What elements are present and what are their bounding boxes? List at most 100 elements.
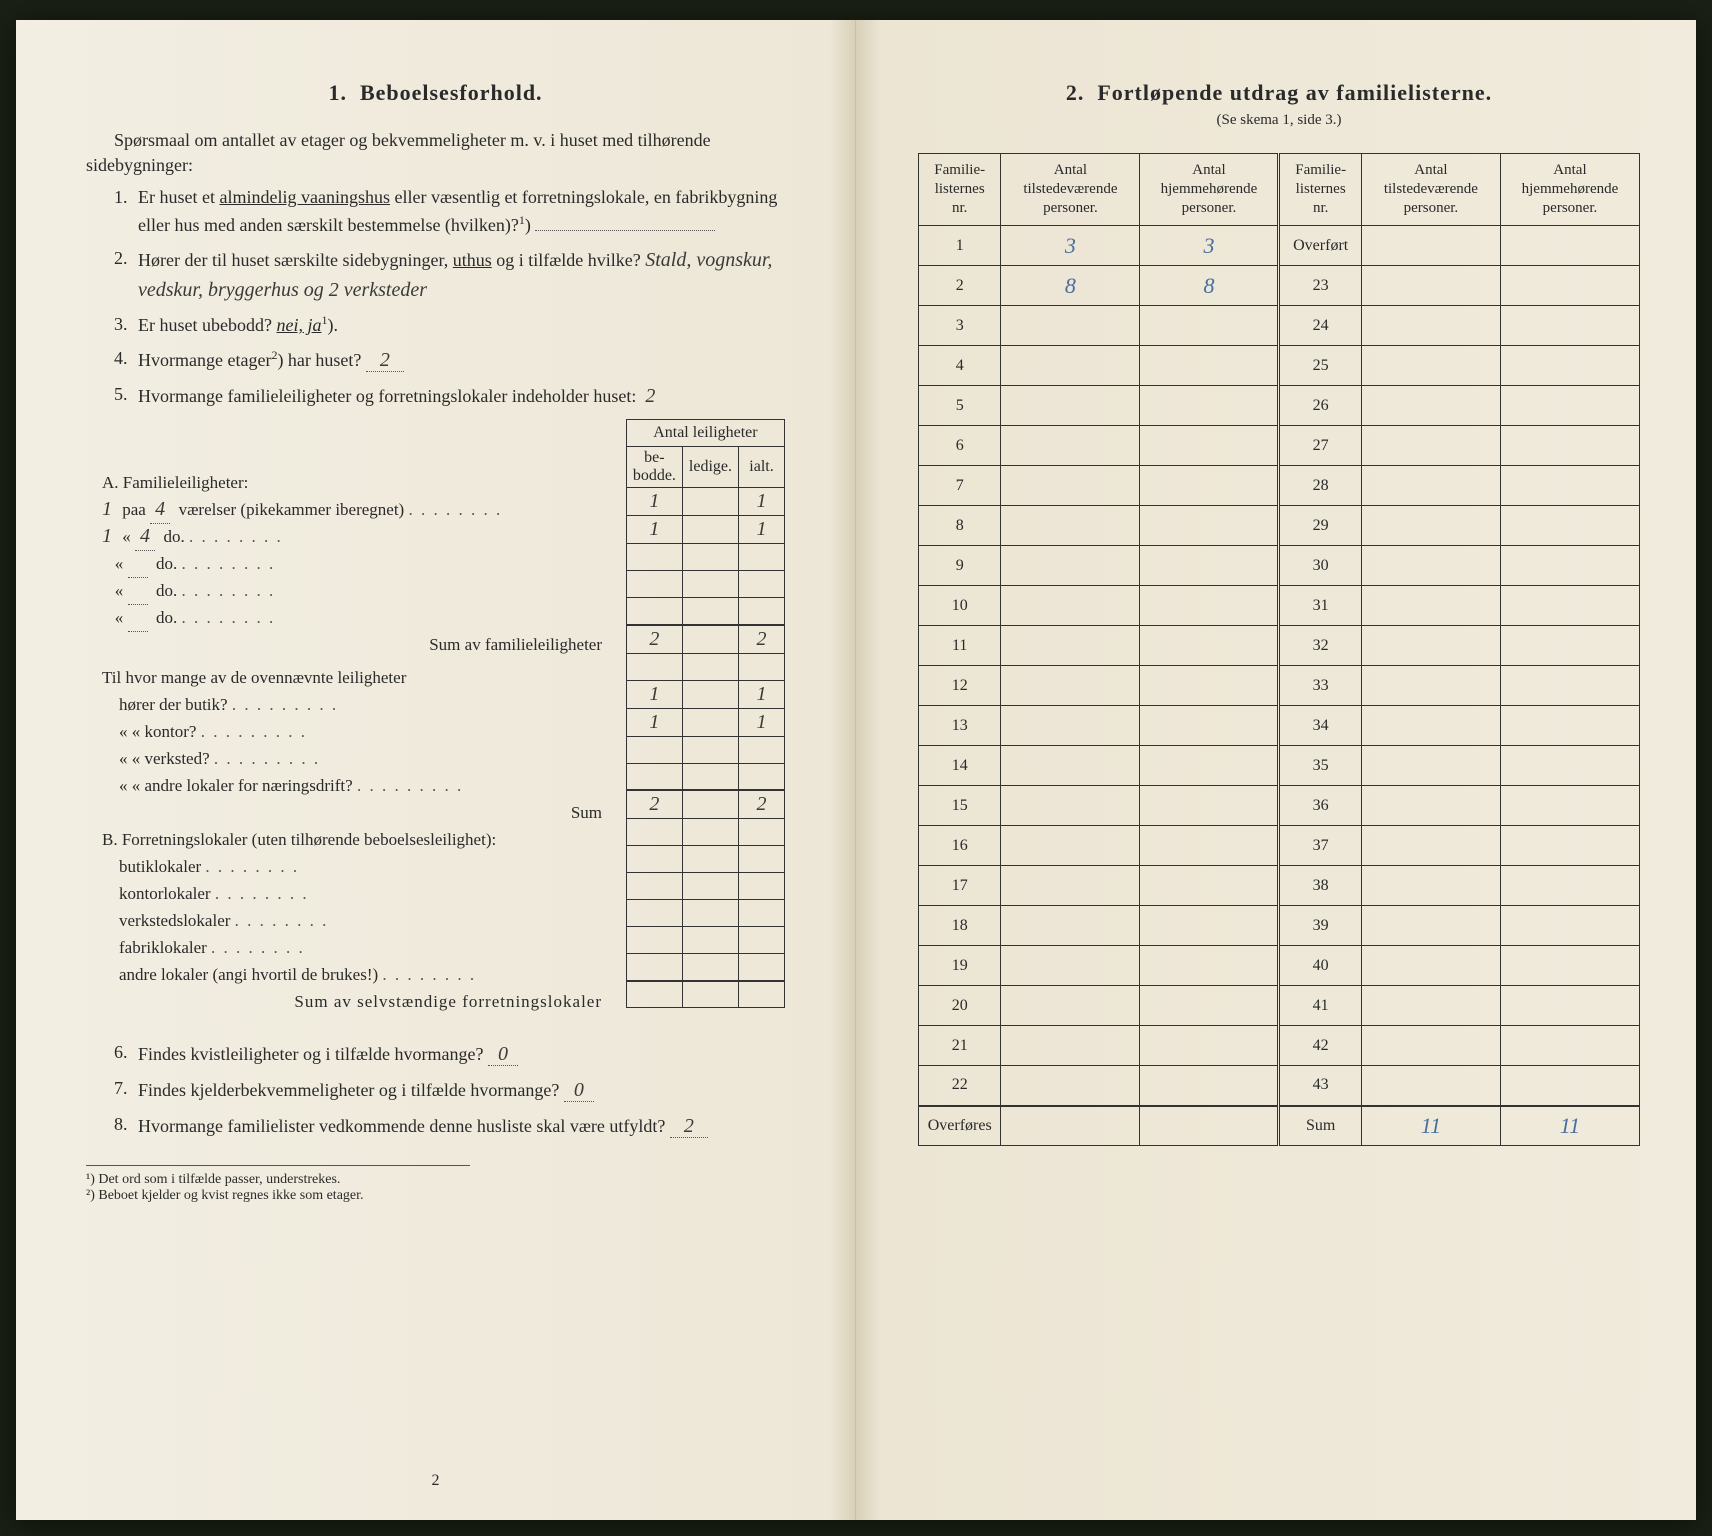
fam-cell — [1140, 666, 1279, 706]
fam-cell: 25 — [1279, 346, 1361, 386]
fam-cell — [1500, 546, 1639, 586]
leil-header-top: Antal leiligheter — [626, 420, 784, 447]
fam-cell — [1500, 826, 1639, 866]
fam-cell: Overføres — [919, 1106, 1001, 1146]
fam-header: Antalhjemmehørendepersoner. — [1140, 154, 1279, 226]
fam-cell — [1361, 1026, 1500, 1066]
leil-label-row: B. Forretningslokaler (uten tilhørende b… — [102, 826, 606, 853]
fam-header: Familie-listernesnr. — [1279, 154, 1361, 226]
leil-label-row: 1 paa 4 værelser (pikekammer iberegnet) … — [102, 496, 606, 523]
leil-cell — [739, 763, 785, 790]
fam-cell: 38 — [1279, 866, 1361, 906]
question-2: 2. Hører der til huset særskilte sidebyg… — [114, 245, 785, 305]
fam-cell — [1001, 1066, 1140, 1106]
leil-cell — [739, 571, 785, 598]
leil-cell — [739, 900, 785, 927]
fam-cell — [1361, 986, 1500, 1026]
fam-header: Antaltilstedeværendepersoner. — [1001, 154, 1140, 226]
leil-label-row: Sum av selvstændige forretningslokaler — [102, 988, 606, 1015]
leil-cell: 2 — [626, 625, 682, 654]
leil-cell — [739, 954, 785, 981]
fam-cell — [1361, 546, 1500, 586]
fam-cell — [1140, 786, 1279, 826]
leil-cell: 1 — [739, 516, 785, 544]
leil-cell: 1 — [739, 488, 785, 516]
leil-label-row: « do. . . . . . . . . — [102, 577, 606, 604]
leil-label-row: Sum — [102, 799, 606, 826]
leil-cell — [626, 954, 682, 981]
q6-answer: 0 — [488, 1043, 518, 1066]
leil-label-row: « « andre lokaler for næringsdrift? . . … — [102, 772, 606, 799]
leil-cell — [682, 516, 738, 544]
leil-cell — [682, 680, 738, 708]
leil-cell — [626, 927, 682, 954]
leil-cell — [739, 927, 785, 954]
fam-cell — [1140, 1026, 1279, 1066]
leil-cell — [739, 598, 785, 625]
fam-cell: 18 — [919, 906, 1001, 946]
leil-cell — [682, 736, 738, 763]
leil-cell — [739, 981, 785, 1008]
fam-cell: 33 — [1279, 666, 1361, 706]
fam-cell — [1001, 906, 1140, 946]
fam-cell — [1500, 946, 1639, 986]
leil-cell — [682, 927, 738, 954]
fam-cell — [1500, 666, 1639, 706]
fam-cell: 27 — [1279, 426, 1361, 466]
right-subtext: (Se skema 1, side 3.) — [918, 112, 1640, 129]
leil-label-row: « « verksted? . . . . . . . . . — [102, 745, 606, 772]
leil-cell — [682, 790, 738, 819]
fam-header: Familie-listernesnr. — [919, 154, 1001, 226]
leil-label-row: fabriklokaler . . . . . . . . — [102, 934, 606, 961]
fam-cell: 36 — [1279, 786, 1361, 826]
leil-cell — [626, 598, 682, 625]
fam-cell — [1361, 906, 1500, 946]
fam-cell — [1500, 746, 1639, 786]
fam-cell: 14 — [919, 746, 1001, 786]
fam-cell — [1140, 1106, 1279, 1146]
fam-cell: Sum — [1279, 1106, 1361, 1146]
fam-cell — [1140, 426, 1279, 466]
fam-cell: 24 — [1279, 306, 1361, 346]
fam-cell: 39 — [1279, 906, 1361, 946]
fam-cell — [1361, 826, 1500, 866]
leil-cell — [682, 571, 738, 598]
leil-label-row: Til hvor mange av de ovennævnte leilighe… — [102, 664, 606, 691]
leil-cell: 2 — [626, 790, 682, 819]
leil-cell — [626, 873, 682, 900]
leil-cell — [739, 846, 785, 873]
leil-cell: 2 — [739, 625, 785, 654]
book-spread: 1. Beboelsesforhold. Spørsmaal om antall… — [16, 20, 1696, 1520]
fam-cell: 2 — [919, 266, 1001, 306]
fam-cell — [1361, 626, 1500, 666]
fam-cell: 3 — [1140, 226, 1279, 266]
leil-th-ledige: ledige. — [682, 447, 738, 488]
leil-cell: 1 — [626, 516, 682, 544]
right-page: 2. Fortløpende utdrag av familielisterne… — [856, 20, 1696, 1520]
fam-cell — [1361, 866, 1500, 906]
footnote-2: ²) Beboet kjelder og kvist regnes ikke s… — [86, 1188, 470, 1204]
fam-cell: 31 — [1279, 586, 1361, 626]
fam-cell: 21 — [919, 1026, 1001, 1066]
fam-cell — [1361, 226, 1500, 266]
leil-cell — [739, 819, 785, 846]
fam-cell: 32 — [1279, 626, 1361, 666]
fam-cell — [1001, 666, 1140, 706]
fam-cell: 10 — [919, 586, 1001, 626]
fam-cell — [1001, 826, 1140, 866]
fam-cell — [1500, 786, 1639, 826]
q7-answer: 0 — [564, 1079, 594, 1102]
leil-cell: 1 — [626, 680, 682, 708]
fam-cell — [1140, 826, 1279, 866]
fam-cell — [1500, 226, 1639, 266]
leil-label-row: hører der butik? . . . . . . . . . — [102, 691, 606, 718]
leil-cell: 1 — [739, 708, 785, 736]
leil-cell — [626, 846, 682, 873]
fam-cell — [1500, 906, 1639, 946]
question-3: 3. Er huset ubebodd? nei, ja1). — [114, 311, 785, 339]
fam-cell — [1001, 1106, 1140, 1146]
leil-labels: A. Familieleiligheter:1 paa 4 værelser (… — [86, 419, 606, 1015]
leil-cell — [682, 954, 738, 981]
fam-cell — [1140, 986, 1279, 1026]
leil-cell: 1 — [626, 488, 682, 516]
